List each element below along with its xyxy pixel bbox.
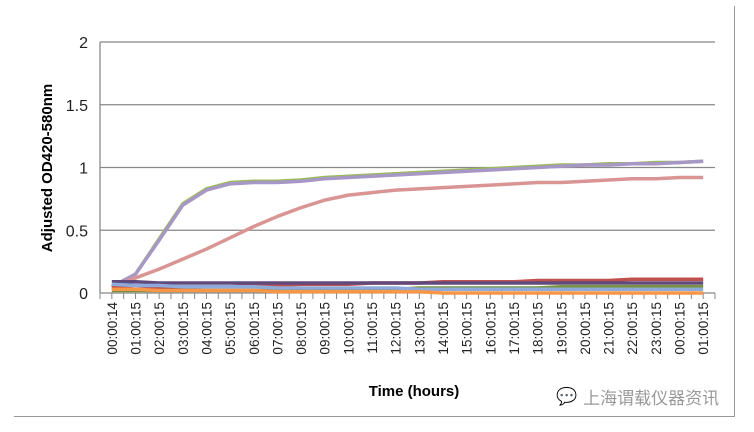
series-line <box>111 282 704 291</box>
x-tick-label: 05:00:15 <box>223 302 238 355</box>
x-tick-label: 19:00:15 <box>554 302 569 355</box>
series-line <box>111 287 704 295</box>
x-tick-label: 16:00:15 <box>483 302 498 355</box>
x-tick-label: 14:00:15 <box>436 302 451 355</box>
x-tick-label: 13:00:15 <box>412 302 427 355</box>
x-tick-label: 03:00:15 <box>176 302 191 355</box>
x-tick-label: 00:00:14 <box>105 302 120 355</box>
x-axis-label: Time (hours) <box>369 383 460 400</box>
chart-frame <box>14 6 735 417</box>
x-tick-label: 18:00:15 <box>531 302 546 355</box>
x-tick-label: 01:00:15 <box>696 302 711 355</box>
x-tick-label: 01:00:15 <box>128 302 143 355</box>
x-tick-label: 23:00:15 <box>649 302 664 355</box>
x-tick-label: 22:00:15 <box>625 302 640 355</box>
x-tick-label: 20:00:15 <box>578 302 593 355</box>
y-axis-label: Adjusted OD420-580nm <box>39 84 56 252</box>
y-tick-label: 2 <box>79 35 88 52</box>
x-tick-label: 11:00:15 <box>365 302 380 354</box>
x-tick-label: 12:00:15 <box>389 302 404 355</box>
x-tick-label: 09:00:15 <box>318 302 333 355</box>
series-line <box>111 159 704 289</box>
y-tick-label: 0 <box>79 286 88 303</box>
x-tick-label: 10:00:15 <box>341 302 356 355</box>
y-tick-label: 1 <box>79 161 88 178</box>
x-tick-label: 07:00:15 <box>270 302 285 355</box>
watermark-text: 上海谓载仪器资讯 <box>583 389 720 408</box>
x-tick-label: 21:00:15 <box>602 302 617 355</box>
series-line <box>111 175 704 289</box>
x-tick-label: 00:00:15 <box>673 302 688 355</box>
x-tick-label: 04:00:15 <box>199 302 214 355</box>
y-tick-label: 0.5 <box>66 223 88 240</box>
watermark: 💬 上海谓载仪器资讯 <box>556 384 719 409</box>
y-tick-label: 1.5 <box>66 98 88 115</box>
x-tick-label: 06:00:15 <box>247 302 262 355</box>
x-tick-label: 02:00:15 <box>152 302 167 355</box>
x-tick-label: 08:00:15 <box>294 302 309 355</box>
x-tick-label: 17:00:15 <box>507 302 522 355</box>
x-tick-label: 15:00:15 <box>460 302 475 355</box>
series-line <box>111 279 704 285</box>
wechat-icon: 💬 <box>556 386 578 406</box>
